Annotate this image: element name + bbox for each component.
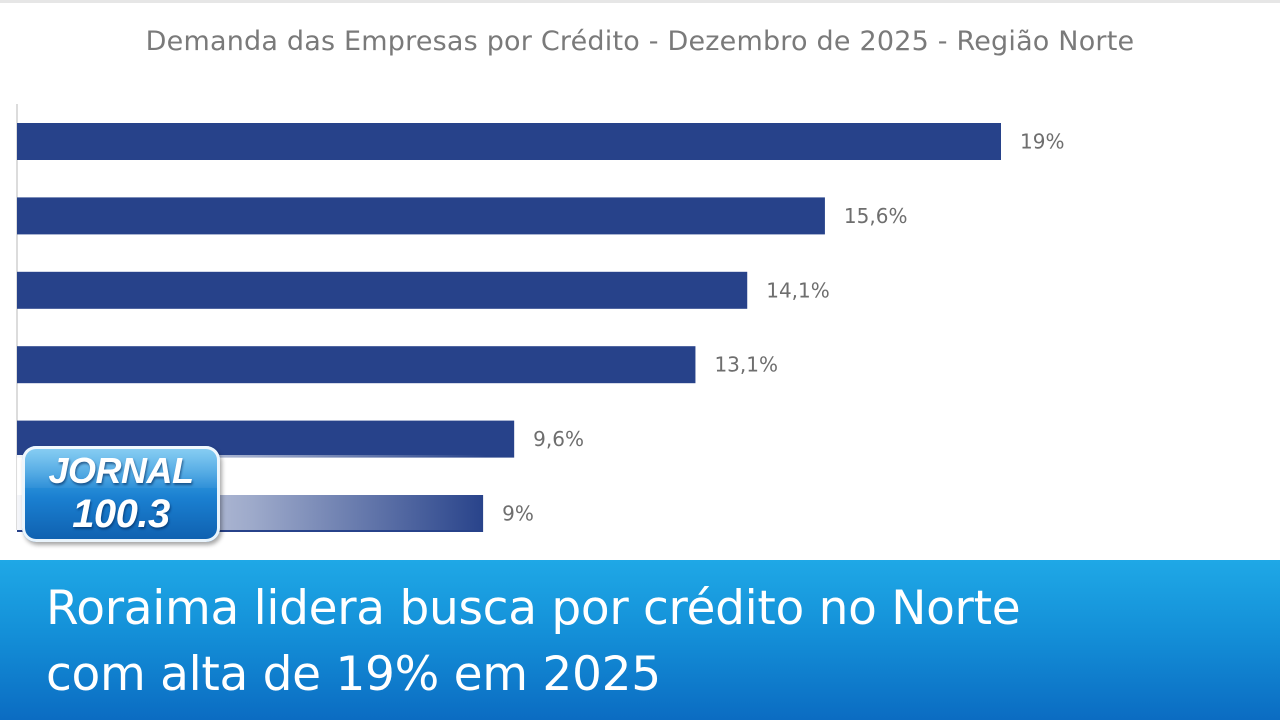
bar-value-label-4: 13,1% <box>714 353 778 377</box>
logo-text-jornal: JORNAL <box>48 450 194 491</box>
bar-value-label-2: 15,6% <box>844 204 908 228</box>
bar-4 <box>17 346 696 384</box>
headline-line-2: com alta de 19% em 2025 <box>46 647 661 702</box>
chart-title: Demanda das Empresas por Crédito - Dezem… <box>145 26 1135 57</box>
logo-text-frequency: 100.3 <box>72 492 170 536</box>
headline-line-1: Roraima lidera busca por crédito no Nort… <box>46 581 1021 636</box>
bar-2 <box>17 197 825 235</box>
bar-value-label-3: 14,1% <box>766 278 830 302</box>
bars-group: 19% 15,6% 14,1% 13,1% 9,6% 9% <box>17 123 1064 532</box>
jornal-logo: JORNAL 100.3 <box>22 446 220 542</box>
headline: Roraima lidera busca por crédito no Nort… <box>46 576 1266 708</box>
bar-value-label-1: 19% <box>1020 130 1064 154</box>
top-divider <box>0 0 1280 3</box>
bar-value-label-5: 9,6% <box>533 427 584 451</box>
bar-1 <box>17 123 1001 160</box>
bar-value-label-6: 9% <box>502 502 534 526</box>
headline-banner: Roraima lidera busca por crédito no Nort… <box>0 560 1280 720</box>
bar-3 <box>17 271 748 309</box>
